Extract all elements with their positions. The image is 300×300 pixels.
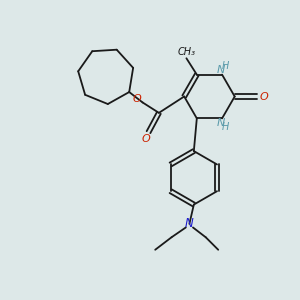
Text: N: N	[216, 65, 225, 75]
Text: N: N	[185, 218, 194, 230]
Text: O: O	[259, 92, 268, 101]
Text: H: H	[221, 122, 229, 132]
Text: N: N	[216, 118, 225, 128]
Text: H: H	[221, 61, 229, 71]
Text: CH₃: CH₃	[177, 47, 195, 57]
Text: O: O	[141, 134, 150, 144]
Text: O: O	[133, 94, 142, 104]
